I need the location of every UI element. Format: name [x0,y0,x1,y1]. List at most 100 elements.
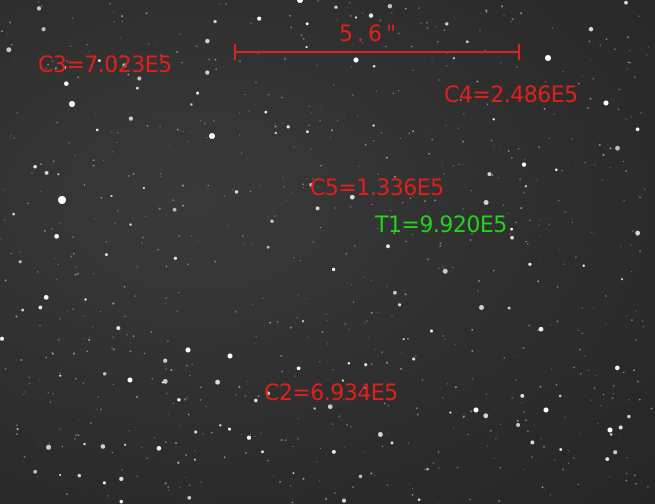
noise-speck [167,340,169,342]
noise-speck [594,314,596,316]
noise-speck [444,206,446,208]
noise-speck [83,337,84,339]
noise-speck [112,151,114,153]
noise-speck [543,445,545,448]
noise-speck [353,245,356,247]
background-star [412,357,416,361]
noise-speck [16,112,18,114]
noise-speck [593,164,596,166]
noise-speck [511,396,514,399]
noise-speck [605,38,608,41]
noise-speck [553,459,556,461]
noise-speck [349,15,352,17]
noise-speck [260,432,262,434]
noise-speck [245,452,247,454]
noise-speck [205,405,207,407]
noise-speck [40,190,42,192]
background-star [63,66,67,69]
noise-speck [471,233,473,235]
background-star [615,365,620,371]
background-star [341,379,344,382]
noise-speck [54,67,57,70]
noise-speck [612,393,614,394]
noise-speck [380,132,383,134]
noise-speck [249,433,251,435]
background-star [172,207,177,212]
background-star [452,57,455,60]
noise-speck [308,124,310,127]
noise-speck [607,143,609,145]
noise-speck [317,186,319,188]
noise-speck [74,377,77,380]
noise-speck [310,148,312,150]
background-star [364,363,368,367]
noise-speck [634,76,636,79]
noise-speck [89,337,91,339]
noise-speck [344,323,346,326]
noise-speck [203,122,206,125]
noise-speck [350,425,352,428]
noise-speck [250,22,253,25]
background-star [390,441,394,445]
noise-speck [391,314,393,317]
background-star [254,398,258,403]
noise-speck [145,12,148,15]
background-star [582,264,585,267]
noise-speck [623,371,625,374]
noise-speck [638,15,640,17]
noise-speck [129,350,132,353]
noise-speck [21,461,23,463]
noise-speck [638,398,641,401]
noise-speck [183,130,185,132]
noise-speck [363,386,366,389]
noise-speck [549,324,551,326]
noise-speck [558,248,560,250]
noise-speck [175,441,177,444]
noise-speck [511,157,513,159]
noise-speck [238,112,241,114]
noise-speck [239,60,241,63]
noise-speck [601,179,603,181]
noise-speck [186,364,188,367]
noise-speck [540,438,542,440]
noise-speck [132,173,135,175]
noise-speck [463,415,465,418]
noise-speck [469,498,471,501]
background-star [43,295,49,300]
noise-speck [485,393,488,396]
noise-speck [284,58,286,60]
background-star [142,186,146,190]
noise-speck [646,54,648,56]
noise-speck [15,433,18,436]
noise-speck [618,88,620,91]
noise-speck [89,422,92,425]
noise-speck [385,361,388,364]
background-star [274,131,277,135]
noise-speck [59,428,61,430]
noise-speck [381,351,384,354]
noise-speck [573,366,575,369]
noise-speck [121,15,124,18]
background-star [559,448,563,451]
bright-star [297,0,303,3]
noise-speck [77,76,80,79]
bright-star [69,101,75,107]
noise-speck [626,457,628,459]
background-star [521,162,527,167]
noise-speck [480,12,482,14]
noise-speck [626,315,628,317]
noise-speck [202,433,204,435]
noise-speck [507,150,510,152]
noise-speck [254,435,256,437]
noise-speck [112,71,114,73]
noise-speck [180,61,183,64]
noise-speck [348,1,351,4]
noise-speck [94,218,96,220]
noise-speck [4,279,7,282]
noise-speck [113,348,115,351]
noise-speck [319,226,322,229]
background-star [116,326,121,331]
noise-speck [78,420,80,422]
noise-speck [240,152,243,154]
noise-speck [527,243,529,245]
